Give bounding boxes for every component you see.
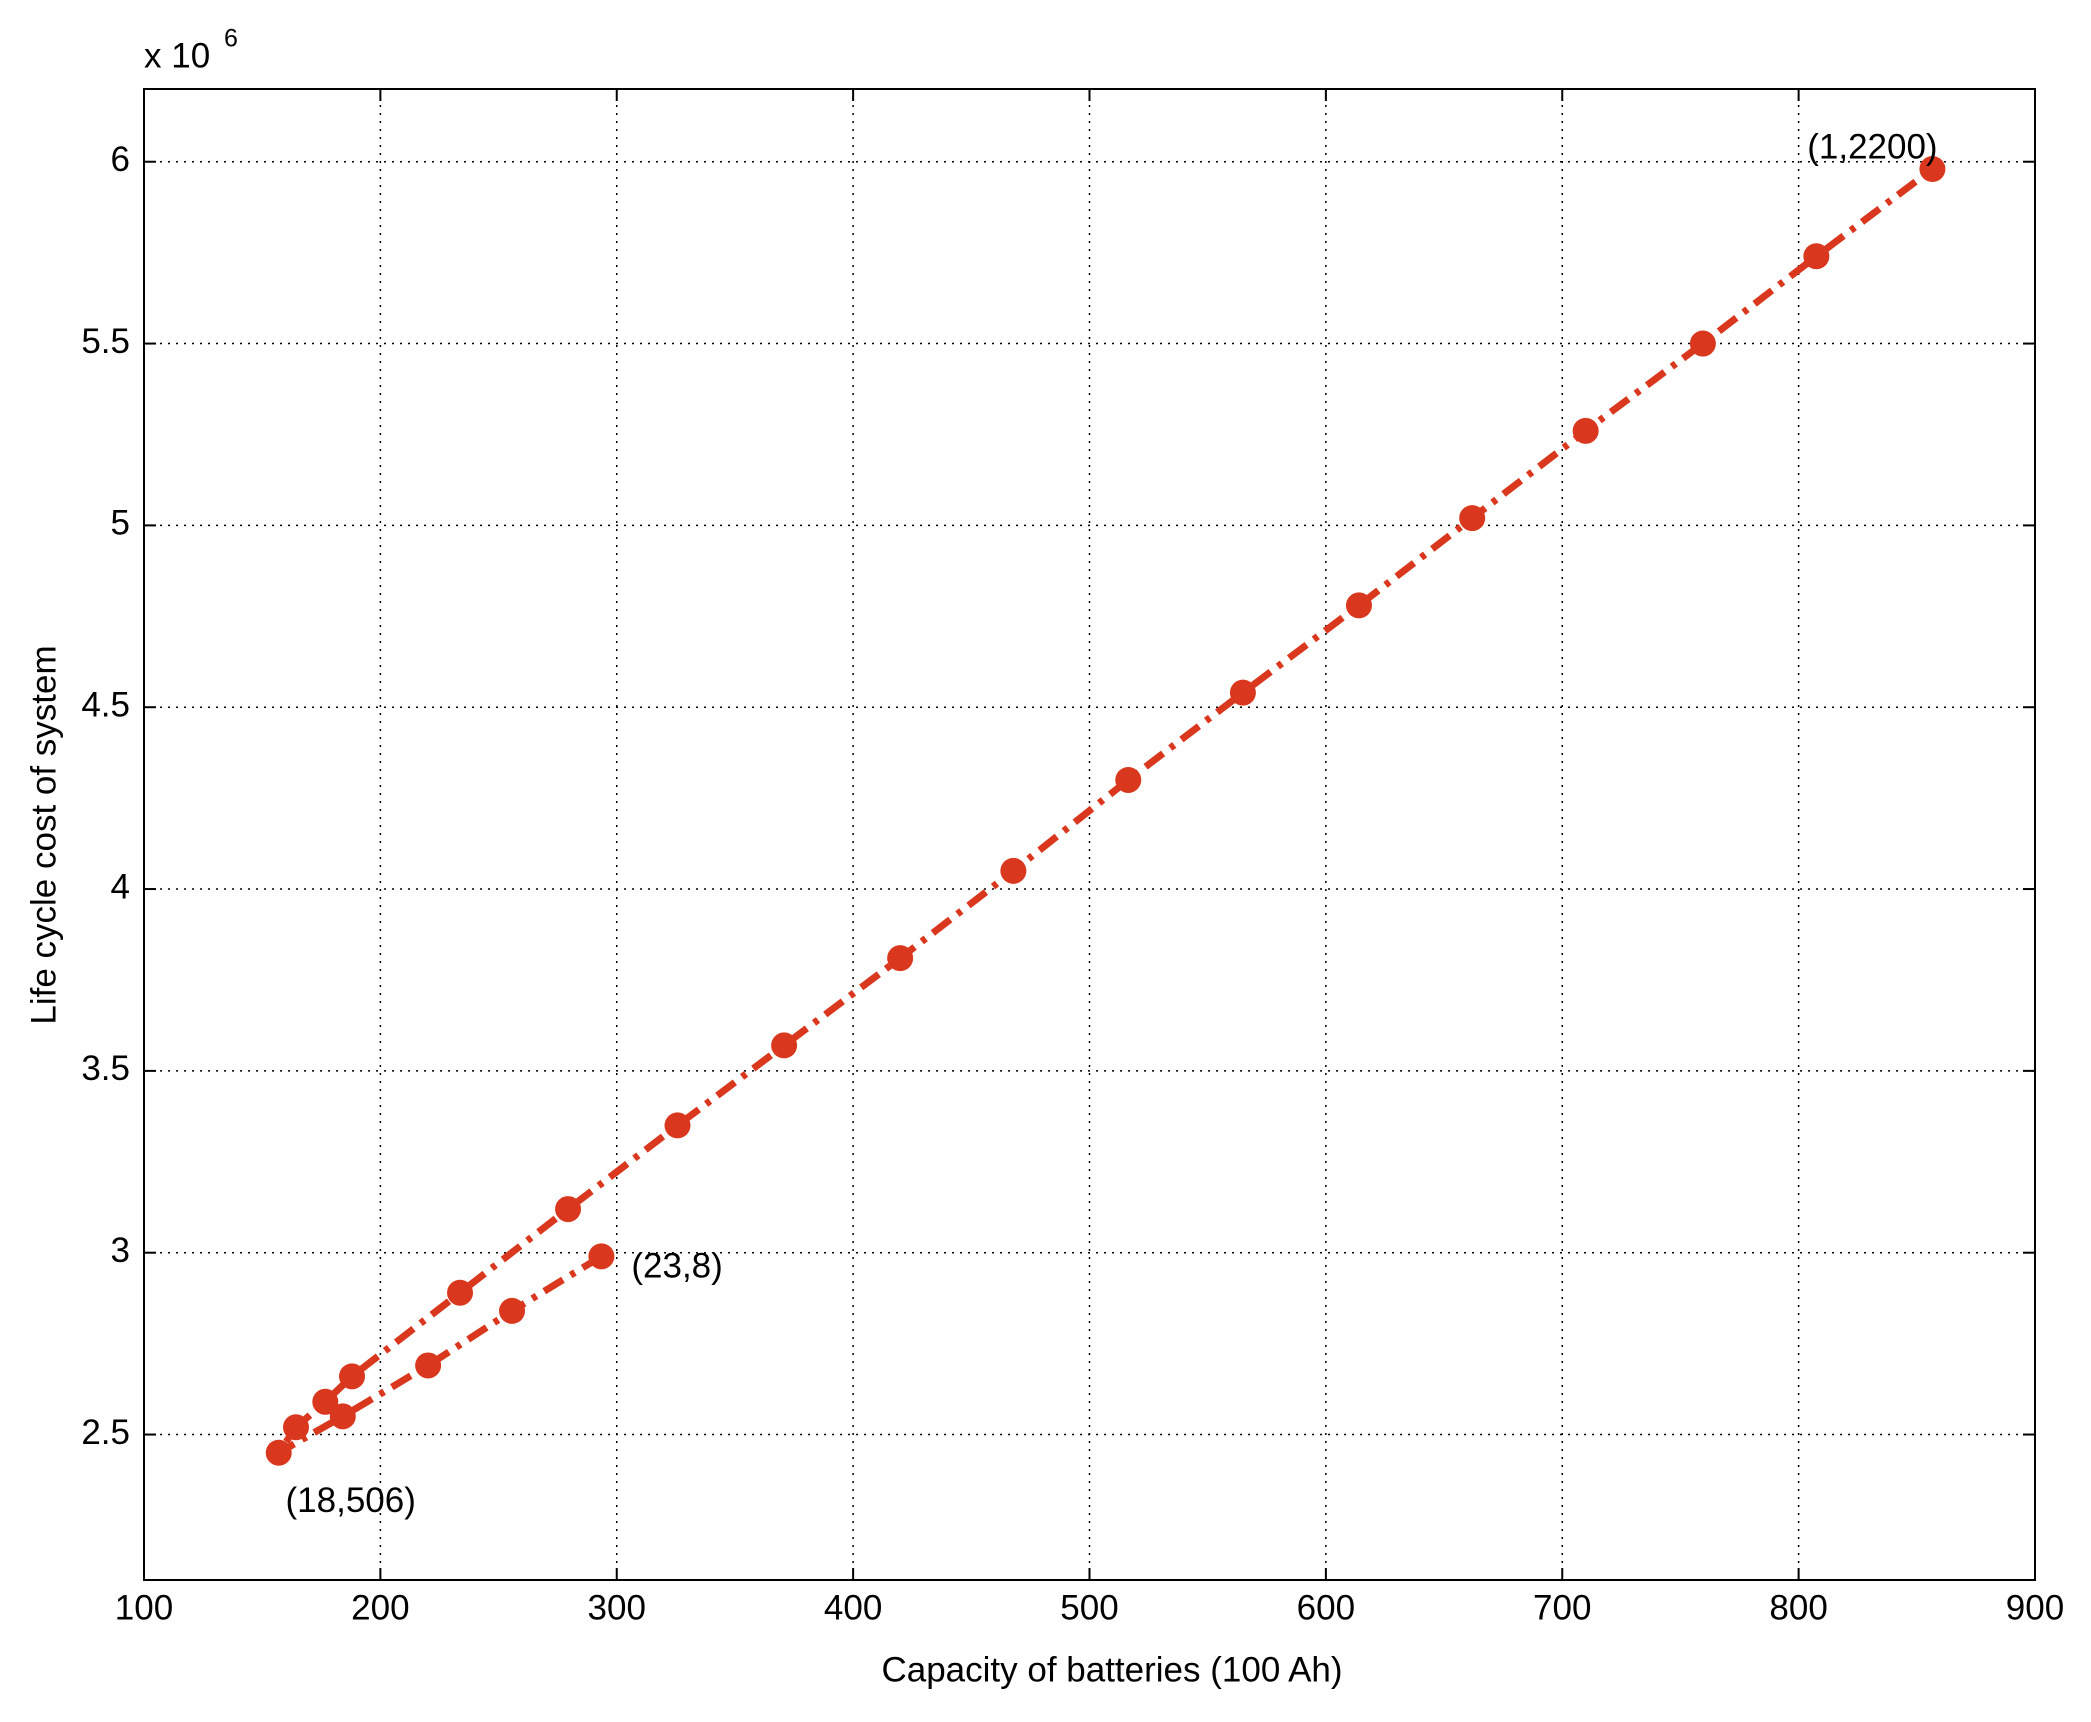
y-tick-label: 4 (111, 867, 130, 906)
data-point (1459, 505, 1486, 532)
y-tick-label: 4.5 (81, 685, 130, 724)
data-point (1572, 417, 1599, 444)
y-tick-label: 5 (111, 504, 130, 543)
data-point (887, 945, 914, 972)
data-point (1919, 156, 1946, 183)
x-tick-label: 900 (2006, 1588, 2064, 1627)
x-axis-label: Capacity of batteries (100 Ah) (881, 1650, 1342, 1689)
data-point (499, 1297, 526, 1324)
plot-frame (143, 88, 2036, 1581)
x-tick-label: 300 (588, 1588, 646, 1627)
data-point (555, 1196, 582, 1223)
data-point (329, 1403, 356, 1430)
data-point (265, 1439, 292, 1466)
x-tick-label: 800 (1769, 1588, 1827, 1627)
x-tick-label: 600 (1297, 1588, 1355, 1627)
data-point (1345, 592, 1372, 619)
data-point (447, 1279, 474, 1306)
y-tick-label: 2.5 (81, 1413, 130, 1452)
y-tick-label: 3 (111, 1231, 130, 1270)
data-point (664, 1112, 691, 1139)
data-point (1000, 857, 1027, 884)
data-point (1803, 243, 1830, 270)
data-point (415, 1352, 442, 1379)
x-tick-label: 500 (1060, 1588, 1118, 1627)
x-tick-label: 100 (115, 1588, 173, 1627)
y-tick-label: 3.5 (81, 1049, 130, 1088)
annotation: (23,8) (631, 1247, 722, 1286)
data-point (771, 1032, 798, 1059)
annotation: (18,506) (286, 1481, 416, 1520)
data-point (1115, 766, 1142, 793)
y-tick-label: 6 (111, 140, 130, 179)
y-scale-exponent: 6 (224, 25, 238, 53)
x-tick-label: 700 (1533, 1588, 1591, 1627)
data-point (312, 1388, 339, 1415)
y-tick-label: 5.5 (81, 322, 130, 361)
data-point (339, 1363, 366, 1390)
data-line (275, 166, 1935, 1456)
annotation: (1,2200) (1807, 127, 1937, 166)
y-scale-label: x 10 (144, 36, 210, 75)
x-tick-label: 200 (351, 1588, 409, 1627)
data-point (588, 1243, 615, 1270)
x-tick-label: 400 (824, 1588, 882, 1627)
data-point (1689, 330, 1716, 357)
y-axis-label: Life cycle cost of system (24, 645, 63, 1024)
data-point (1229, 679, 1256, 706)
data-point (282, 1414, 309, 1441)
